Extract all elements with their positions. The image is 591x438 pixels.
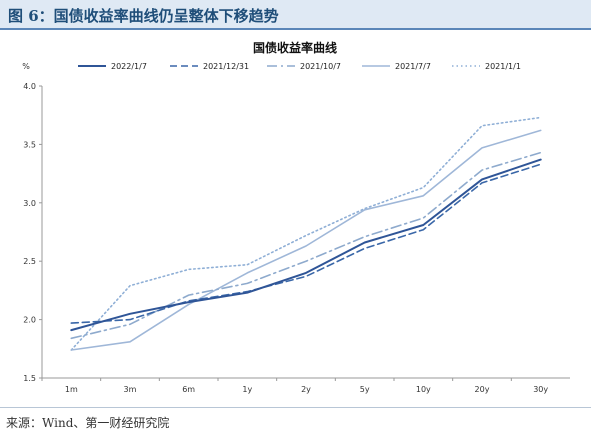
yield-curve-chart: 国债收益率曲线 % 2022/1/7 2021/12/31 2021/10/7 202… <box>22 40 570 394</box>
series-line-2021-10-7 <box>70 151 542 340</box>
source-note: 来源：Wind、第一财经研究院 <box>6 416 170 430</box>
y-tick-label: 2.0 <box>23 316 36 325</box>
x-tick-label: 10y <box>416 385 431 394</box>
legend-label: 2021/10/7 <box>300 62 341 71</box>
x-tick-label: 6m <box>182 385 195 394</box>
series-line-2021-12-31 <box>70 163 542 324</box>
y-tick-label: 1.5 <box>23 374 36 383</box>
series-line-2021-7-7 <box>70 129 542 351</box>
chart-legend: 2022/1/7 2021/12/31 2021/10/7 2021/7/7 2021/… <box>78 62 521 71</box>
figure-title-bar: 图 6：国债收益率曲线仍呈整体下移趋势 <box>0 0 591 30</box>
title-underline <box>0 28 591 30</box>
figure-title: 图 6：国债收益率曲线仍呈整体下移趋势 <box>8 7 279 25</box>
x-tick-label: 1m <box>65 385 78 394</box>
x-tick-label: 30y <box>533 385 548 394</box>
legend-label: 2022/1/7 <box>111 62 147 71</box>
x-tick-label: 5y <box>360 385 370 394</box>
x-tick-label: 3m <box>124 385 137 394</box>
x-tick-label: 20y <box>475 385 490 394</box>
x-tick-label: 1y <box>242 385 252 394</box>
chart-title: 国债收益率曲线 <box>253 40 337 55</box>
chart-frame: 国债收益率曲线 % 2022/1/7 2021/12/31 2021/10/7 202… <box>0 30 591 404</box>
legend-label: 2021/1/1 <box>485 62 521 71</box>
legend-label: 2021/12/31 <box>203 62 249 71</box>
y-axis-unit: % <box>22 62 30 71</box>
chart-axes: 4.0 3.5 3.0 2.5 2.0 1.5 1m 3m 6m 1y 2y 5y 10y 20y 30y <box>23 82 570 394</box>
y-tick-label: 4.0 <box>23 82 36 91</box>
y-tick-label: 3.5 <box>23 140 36 149</box>
plot-area <box>70 116 542 351</box>
y-tick-label: 2.5 <box>23 257 36 266</box>
x-tick-label: 2y <box>301 385 311 394</box>
legend-label: 2021/7/7 <box>395 62 431 71</box>
series-line-2021-1-1 <box>70 116 542 351</box>
y-tick-label: 3.0 <box>23 199 36 208</box>
footer-divider <box>0 407 591 408</box>
series-line-2022-1-7 <box>70 158 542 332</box>
